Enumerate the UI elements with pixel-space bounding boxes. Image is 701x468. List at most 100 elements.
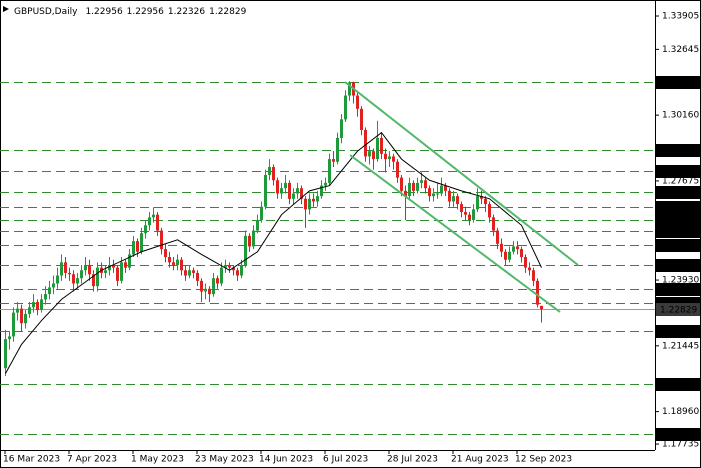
candle-body xyxy=(464,212,467,215)
y-tick-label: 1.23930 xyxy=(662,276,699,286)
candle-body xyxy=(428,188,431,197)
candle-body xyxy=(532,270,535,281)
candle-body xyxy=(356,95,359,109)
candle-body xyxy=(260,206,263,220)
candle-body xyxy=(136,241,139,252)
candle-body xyxy=(320,185,323,197)
candle-body xyxy=(36,302,39,310)
candle-body xyxy=(80,270,83,279)
candle-body xyxy=(12,312,15,337)
candle-body xyxy=(176,259,179,265)
symbol: GBPUSD,Daily xyxy=(14,7,78,17)
x-tick-label: 12 Sep 2023 xyxy=(515,455,572,465)
level-label-box xyxy=(656,144,700,157)
candle-body xyxy=(40,299,43,310)
candle-body xyxy=(140,233,143,252)
candle-body xyxy=(196,272,199,281)
candle-body xyxy=(388,156,391,160)
candle-body xyxy=(220,267,223,284)
candle-body xyxy=(516,246,519,250)
candle-body xyxy=(500,243,503,252)
level-label-box xyxy=(656,428,700,441)
candle-body xyxy=(116,267,119,281)
level-label-box xyxy=(656,165,700,178)
candle-body xyxy=(236,270,239,276)
candle-body xyxy=(360,108,363,130)
candle-body xyxy=(340,119,343,138)
x-tick-label: 14 Jun 2023 xyxy=(259,455,313,465)
candle-body xyxy=(216,278,219,284)
candle-body xyxy=(292,193,295,199)
candle-body xyxy=(424,180,427,189)
candle-body xyxy=(60,262,63,276)
candle-body xyxy=(512,246,515,252)
level-label: 1.23600 xyxy=(660,286,697,296)
candle-body xyxy=(484,198,487,205)
axis-layer: 1.33905 1.32645 1.30160 1.27675 1.23930 1.214… xyxy=(3,12,700,465)
candle-body xyxy=(504,251,507,260)
ohlc-low: 1.22326 xyxy=(168,7,205,17)
channel-upper xyxy=(344,81,579,266)
candle-body xyxy=(132,241,135,255)
level-label: 1.31400 xyxy=(660,79,697,89)
candle-body xyxy=(472,209,475,220)
candle-body xyxy=(112,264,115,268)
candle-body xyxy=(188,270,191,276)
candle-body xyxy=(172,262,175,265)
candle-body xyxy=(264,174,267,207)
candle-body xyxy=(364,129,367,157)
candle-body xyxy=(460,204,463,213)
candle-body xyxy=(144,225,147,234)
candle-body xyxy=(120,262,123,281)
level-label-box xyxy=(656,259,700,272)
candle-body xyxy=(268,167,271,175)
candle-body xyxy=(44,294,47,300)
last-price-label: 1.22829 xyxy=(660,306,697,316)
candle-body xyxy=(400,177,403,191)
candle-body xyxy=(52,283,55,288)
level-label-box xyxy=(656,283,700,296)
y-tick-label: 1.27675 xyxy=(662,176,699,186)
candle-body xyxy=(348,82,351,96)
candle-body xyxy=(528,267,531,271)
candle-body xyxy=(296,188,299,194)
candle-body xyxy=(380,137,383,154)
candle-body xyxy=(520,249,523,258)
candle-body xyxy=(24,313,27,324)
x-tick-label: 23 May 2023 xyxy=(195,455,254,465)
candle-body xyxy=(88,264,91,275)
level-label-box xyxy=(656,76,700,89)
candle-body xyxy=(232,267,235,271)
candle-body xyxy=(204,288,207,292)
x-tick-label: 6 Jul 2023 xyxy=(323,455,368,465)
candle-body xyxy=(248,235,251,247)
level-label-box xyxy=(656,378,700,391)
ohlc-close: 1.22829 xyxy=(209,7,246,17)
candle-body xyxy=(404,190,407,197)
candle-body xyxy=(436,193,439,195)
channel-lower xyxy=(349,154,561,313)
candle-body xyxy=(128,254,131,268)
x-tick-label: 7 Apr 2023 xyxy=(67,455,117,465)
candle-body xyxy=(420,180,423,183)
candle-body xyxy=(72,274,75,284)
candle-body xyxy=(96,267,99,287)
candle-body xyxy=(452,196,455,202)
y-tick-label: 1.21445 xyxy=(662,341,699,351)
candle-body xyxy=(252,230,255,247)
candle-body xyxy=(448,190,451,202)
moving-average xyxy=(5,131,542,374)
candle-body xyxy=(376,137,379,160)
candle-body xyxy=(488,204,491,218)
candle-body xyxy=(4,339,7,369)
candle-body xyxy=(280,188,283,194)
candle-body xyxy=(324,182,327,186)
candle-body xyxy=(408,182,411,197)
candle-body xyxy=(384,153,387,160)
candle-body xyxy=(456,196,459,205)
candle-body xyxy=(64,262,67,273)
y-tick-label: 1.32645 xyxy=(662,45,699,55)
